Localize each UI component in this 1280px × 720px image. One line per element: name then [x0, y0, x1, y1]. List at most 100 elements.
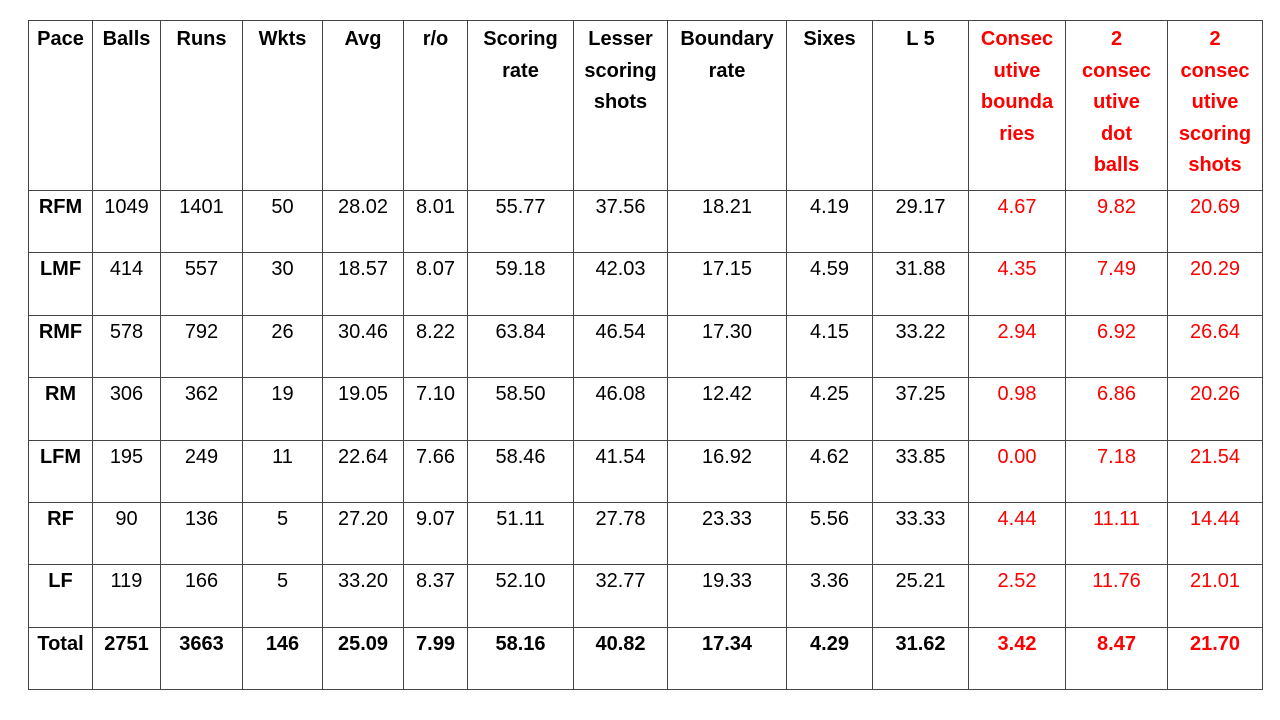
cell-consecutive-boundaries: 3.42	[968, 626, 1066, 691]
cell-lesser-scoring-shots: 37.56	[573, 189, 668, 254]
cell-scoring-rate: 58.50	[467, 377, 574, 441]
header-row: Pace Balls Runs Wkts Avg r/o Scoring rate Lesse…	[28, 20, 1263, 191]
cell-2-consecutive-scoring-shots: 14.44	[1167, 501, 1263, 566]
data-row-lf: LF 119 166 5 33.20 8.37 52.10 32.77 19.33 3.36 25.…	[28, 564, 1263, 628]
row-label-lf: LF	[28, 564, 93, 628]
cell-run-rate: 7.10	[403, 377, 468, 441]
cell-balls: 119	[92, 564, 161, 628]
cell-lesser-scoring-shots: 27.78	[573, 501, 668, 566]
cell-sixes: 4.29	[786, 626, 873, 691]
cell-2-consecutive-scoring-shots: 20.29	[1167, 252, 1263, 316]
cell-2-consecutive-dot-balls: 11.11	[1065, 501, 1168, 566]
row-label-rm: RM	[28, 377, 93, 441]
cell-balls: 90	[92, 501, 161, 566]
cell-wkts: 19	[242, 377, 323, 441]
cell-avg: 33.20	[322, 564, 404, 628]
cell-boundary-rate: 17.15	[667, 252, 787, 316]
data-row-rfm: RFM 1049 1401 50 28.02 8.01 55.77 37.56 18.21 4.1…	[28, 189, 1263, 254]
cell-consecutive-boundaries: 4.44	[968, 501, 1066, 566]
cell-lesser-scoring-shots: 32.77	[573, 564, 668, 628]
cell-l5: 25.21	[872, 564, 969, 628]
cell-wkts: 30	[242, 252, 323, 316]
cell-l5: 31.62	[872, 626, 969, 691]
cell-consecutive-boundaries: 2.52	[968, 564, 1066, 628]
cell-run-rate: 8.37	[403, 564, 468, 628]
cell-scoring-rate: 58.16	[467, 626, 574, 691]
cell-l5: 33.85	[872, 439, 969, 503]
cell-sixes: 5.56	[786, 501, 873, 566]
row-label-lmf: LMF	[28, 252, 93, 316]
cell-2-consecutive-scoring-shots: 21.01	[1167, 564, 1263, 628]
cell-lesser-scoring-shots: 46.08	[573, 377, 668, 441]
cell-wkts: 5	[242, 501, 323, 566]
cell-runs: 362	[160, 377, 243, 441]
cell-boundary-rate: 16.92	[667, 439, 787, 503]
cell-run-rate: 8.22	[403, 314, 468, 379]
cell-consecutive-boundaries: 2.94	[968, 314, 1066, 379]
cell-consecutive-boundaries: 0.00	[968, 439, 1066, 503]
cell-2-consecutive-dot-balls: 6.86	[1065, 377, 1168, 441]
cell-2-consecutive-scoring-shots: 20.69	[1167, 189, 1263, 254]
cell-boundary-rate: 23.33	[667, 501, 787, 566]
cell-boundary-rate: 17.34	[667, 626, 787, 691]
cell-consecutive-boundaries: 4.67	[968, 189, 1066, 254]
col-header-scoring-rate: Scoring rate	[467, 20, 574, 191]
cell-sixes: 4.19	[786, 189, 873, 254]
cell-sixes: 4.62	[786, 439, 873, 503]
row-label-rfm: RFM	[28, 189, 93, 254]
cell-scoring-rate: 55.77	[467, 189, 574, 254]
table-header: Pace Balls Runs Wkts Avg r/o Scoring rate Lesse…	[28, 20, 1263, 191]
cell-scoring-rate: 58.46	[467, 439, 574, 503]
cell-wkts: 146	[242, 626, 323, 691]
data-row-rm: RM 306 362 19 19.05 7.10 58.50 46.08 12.42 4.25 37…	[28, 377, 1263, 441]
cell-avg: 30.46	[322, 314, 404, 379]
data-row-rf: RF 90 136 5 27.20 9.07 51.11 27.78 23.33 5.56 33.3…	[28, 501, 1263, 566]
data-row-lmf: LMF 414 557 30 18.57 8.07 59.18 42.03 17.15 4.59 3…	[28, 252, 1263, 316]
cell-boundary-rate: 17.30	[667, 314, 787, 379]
cell-2-consecutive-dot-balls: 8.47	[1065, 626, 1168, 691]
col-header-lesser-scoring-shots: Lesser scoring shots	[573, 20, 668, 191]
cell-run-rate: 8.07	[403, 252, 468, 316]
cell-sixes: 4.59	[786, 252, 873, 316]
cell-lesser-scoring-shots: 42.03	[573, 252, 668, 316]
cell-scoring-rate: 52.10	[467, 564, 574, 628]
col-header-consecutive-boundaries: Consec utive bounda ries	[968, 20, 1066, 191]
cell-run-rate: 7.66	[403, 439, 468, 503]
cell-avg: 18.57	[322, 252, 404, 316]
cell-sixes: 4.25	[786, 377, 873, 441]
cell-scoring-rate: 51.11	[467, 501, 574, 566]
cell-2-consecutive-dot-balls: 9.82	[1065, 189, 1168, 254]
cell-wkts: 5	[242, 564, 323, 628]
col-header-runs: Runs	[160, 20, 243, 191]
col-header-pace: Pace	[28, 20, 93, 191]
col-header-run-rate: r/o	[403, 20, 468, 191]
cell-sixes: 4.15	[786, 314, 873, 379]
cell-2-consecutive-dot-balls: 7.18	[1065, 439, 1168, 503]
col-header-wkts: Wkts	[242, 20, 323, 191]
cell-wkts: 50	[242, 189, 323, 254]
cell-runs: 1401	[160, 189, 243, 254]
cell-wkts: 11	[242, 439, 323, 503]
row-label-total: Total	[28, 626, 93, 691]
cell-2-consecutive-dot-balls: 6.92	[1065, 314, 1168, 379]
cell-2-consecutive-scoring-shots: 20.26	[1167, 377, 1263, 441]
cell-consecutive-boundaries: 4.35	[968, 252, 1066, 316]
cell-lesser-scoring-shots: 46.54	[573, 314, 668, 379]
cell-boundary-rate: 19.33	[667, 564, 787, 628]
cell-consecutive-boundaries: 0.98	[968, 377, 1066, 441]
cell-2-consecutive-scoring-shots: 21.54	[1167, 439, 1263, 503]
row-label-rf: RF	[28, 501, 93, 566]
cell-2-consecutive-scoring-shots: 26.64	[1167, 314, 1263, 379]
cell-run-rate: 7.99	[403, 626, 468, 691]
cell-avg: 25.09	[322, 626, 404, 691]
col-header-balls: Balls	[92, 20, 161, 191]
cell-2-consecutive-scoring-shots: 21.70	[1167, 626, 1263, 691]
col-header-sixes: Sixes	[786, 20, 873, 191]
cell-runs: 792	[160, 314, 243, 379]
cell-avg: 19.05	[322, 377, 404, 441]
cell-avg: 28.02	[322, 189, 404, 254]
cell-sixes: 3.36	[786, 564, 873, 628]
row-label-lfm: LFM	[28, 439, 93, 503]
cell-wkts: 26	[242, 314, 323, 379]
